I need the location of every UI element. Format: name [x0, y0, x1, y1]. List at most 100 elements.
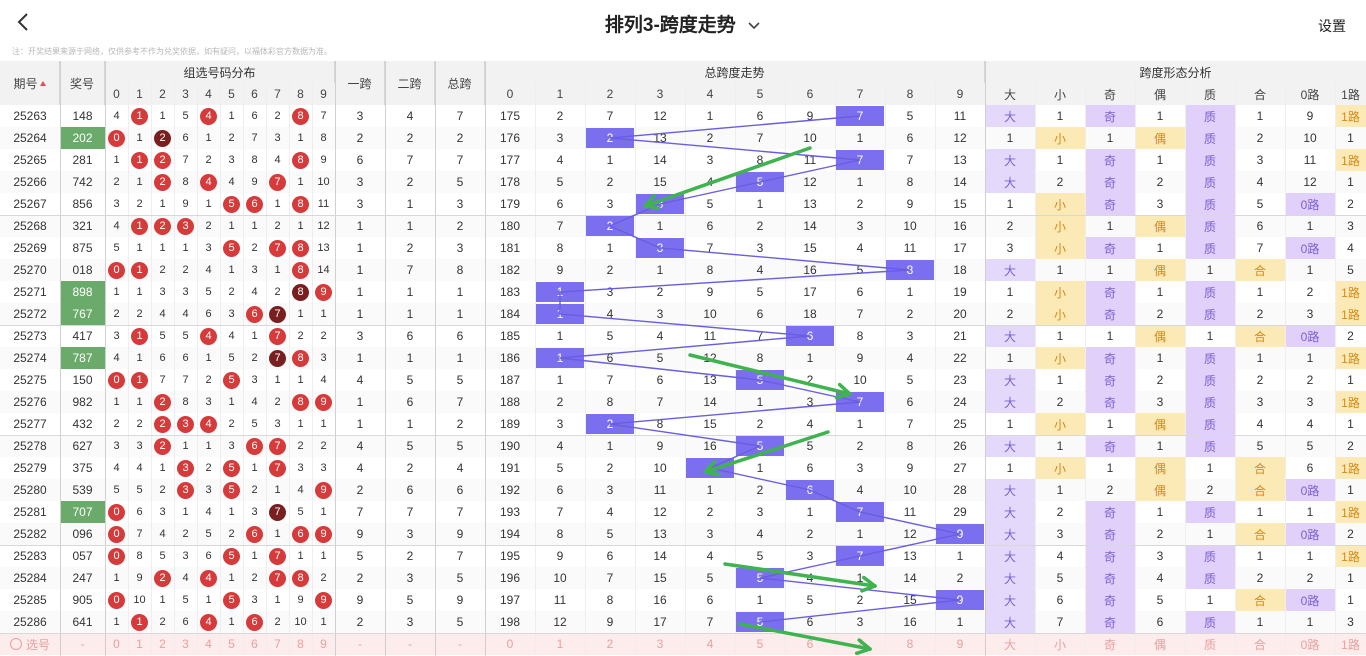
trend-span-chip: 1	[536, 348, 584, 368]
trend-cell: 1	[556, 373, 564, 387]
trend-cell: 1	[806, 351, 814, 365]
select-trend-digit[interactable]: 3	[656, 637, 664, 651]
trend-span-chip: 4	[686, 458, 734, 478]
shape-divider	[1335, 83, 1336, 654]
select-dist-digit[interactable]: 4	[205, 637, 212, 651]
shape-cell: 1路	[1335, 149, 1366, 171]
select-trend-digit[interactable]: 7	[856, 637, 864, 651]
dist-cell: 1	[128, 611, 151, 633]
trend-header-2: 2	[585, 83, 635, 105]
shape-cell: 偶	[1135, 127, 1185, 149]
shape-cell: 偶	[1135, 479, 1185, 501]
dist-cell: 5	[228, 352, 235, 364]
shape-cell: 1	[1006, 351, 1014, 365]
shape-cell: 1	[1306, 549, 1314, 563]
dist-cell: 2	[320, 572, 327, 584]
select-dist-digit[interactable]: 0	[113, 637, 120, 651]
dist-cell: 2	[251, 572, 258, 584]
select-trend-digit[interactable]: 0	[506, 637, 514, 651]
column-divider	[60, 61, 61, 656]
dist-cell: 1	[320, 418, 327, 430]
trend-cell: 2	[706, 505, 714, 519]
shape-cell: 奇	[1085, 523, 1135, 545]
select-trend-digit[interactable]: 5	[756, 637, 764, 651]
dist-cell: 4	[251, 396, 258, 408]
number-ball: 0	[108, 261, 125, 279]
span-cell-s1: 4	[356, 439, 364, 453]
trend-cell: 1	[656, 263, 664, 277]
select-shape[interactable]: 0路	[1300, 637, 1320, 652]
dist-cell: 1	[205, 352, 212, 364]
trend-cell: 193	[499, 505, 521, 519]
settings-button[interactable]: 设置	[1318, 18, 1346, 34]
select-trend-digit[interactable]: 6	[806, 637, 814, 651]
trend-cell: 4	[706, 175, 714, 189]
select-shape[interactable]: 奇	[1103, 637, 1116, 652]
select-label-text: 选号	[25, 637, 50, 652]
dist-cell: 10	[294, 616, 307, 628]
select-shape[interactable]: 大	[1003, 637, 1016, 652]
trend-divider	[735, 83, 736, 654]
select-shape[interactable]: 1路	[1341, 637, 1360, 652]
page-title[interactable]: 排列3-跨度走势	[0, 10, 1366, 37]
dist-cell: 3	[205, 396, 212, 408]
dist-divider	[312, 83, 313, 654]
trend-cell: 7	[556, 219, 564, 233]
shape-cell: 0路	[1285, 479, 1335, 501]
trend-cell: 3	[756, 241, 764, 255]
chevron-left-icon[interactable]	[12, 10, 36, 34]
select-trend-digit[interactable]: 4	[706, 637, 714, 651]
shape-cell: 大	[985, 567, 1035, 589]
dist-header-8: 8	[289, 83, 312, 105]
dist-cell: 7	[266, 303, 289, 325]
number-ball: 5	[223, 459, 240, 477]
select-dist-digit[interactable]: 3	[182, 637, 189, 651]
radio-icon[interactable]	[9, 638, 22, 650]
select-dist-digit[interactable]: 6	[251, 637, 258, 651]
dist-cell: 2	[151, 435, 174, 457]
dist-cell: 3	[297, 462, 304, 474]
select-dist-digit[interactable]: 7	[274, 637, 281, 651]
trend-cell: 194	[499, 527, 521, 541]
period-cell: 25282	[13, 527, 47, 541]
select-shape[interactable]: 质	[1203, 637, 1216, 652]
select-dist-digit[interactable]: 5	[228, 637, 235, 651]
sort-icon[interactable]	[39, 80, 46, 86]
select-trend-digit[interactable]: 1	[556, 637, 564, 651]
dist-cell: 1	[320, 550, 327, 562]
shape-cell: 1	[1056, 153, 1064, 167]
select-dist-digit[interactable]: 1	[136, 637, 143, 651]
select-trend-digit[interactable]: 2	[606, 637, 614, 651]
trend-cell: 13	[803, 197, 817, 211]
shape-cell: 3	[1156, 549, 1164, 563]
period-cell: 25270	[13, 263, 47, 277]
disclaimer-notice: 注：开奖结果来源于网络，仅供参考不作为兑奖依据，如有疑问，以福体彩官方数据为准。	[12, 47, 332, 56]
dist-cell: 5	[220, 457, 243, 479]
select-trend-digit[interactable]: 8	[906, 637, 914, 651]
select-shape[interactable]: 合	[1253, 637, 1266, 652]
shape-cell: 小	[1035, 281, 1085, 303]
period-cell: 25284	[13, 571, 47, 585]
trend-cell: 10	[903, 219, 917, 233]
select-dist-digit[interactable]: 2	[159, 637, 166, 651]
select-shape[interactable]: 小	[1053, 637, 1066, 652]
dist-cell: 1	[228, 110, 235, 122]
trend-cell: 2	[956, 571, 964, 585]
select-dist-digit[interactable]: 8	[297, 637, 304, 651]
shape-cell: 1	[1156, 285, 1164, 299]
dist-cell: 2	[113, 418, 120, 430]
dist-cell: 1	[297, 418, 304, 430]
dist-cell: 2	[113, 308, 120, 320]
dist-cell: 5	[220, 193, 243, 215]
shape-cell: 小	[1035, 127, 1085, 149]
trend-cell: 17	[953, 241, 967, 255]
select-shape[interactable]: 偶	[1153, 637, 1166, 652]
shape-cell: 小	[1035, 347, 1085, 369]
dist-cell: 6	[159, 352, 166, 364]
dist-header-7: 7	[266, 83, 289, 105]
select-row-label[interactable]: 选号	[0, 633, 60, 655]
trend-cell: 10	[703, 307, 717, 321]
select-dist-digit[interactable]: 9	[320, 637, 327, 651]
trend-cell: 7	[606, 571, 614, 585]
select-trend-digit[interactable]: 9	[956, 637, 964, 651]
